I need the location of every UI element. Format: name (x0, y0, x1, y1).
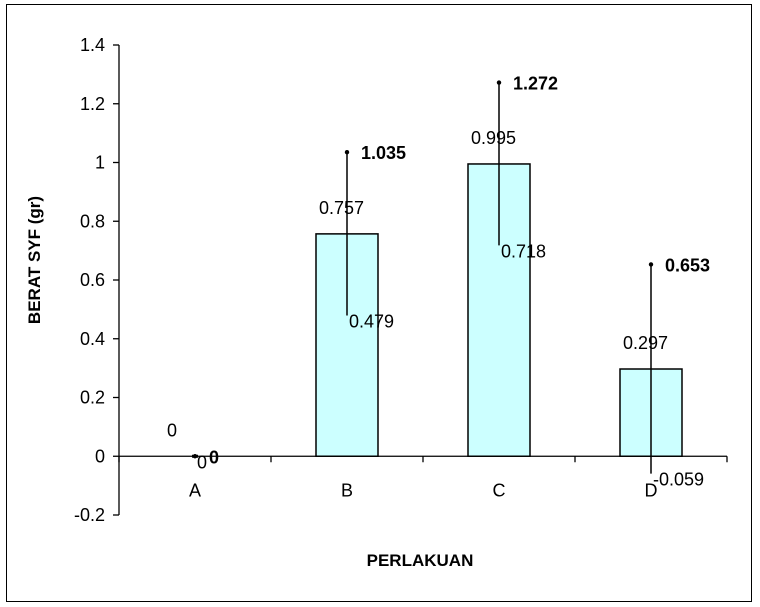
x-tick-label: D (645, 480, 658, 500)
bars (192, 163, 683, 458)
y-tick-label: 0.8 (80, 211, 105, 231)
y-tick-label: 0 (95, 446, 105, 466)
error-low-label: 0.479 (349, 312, 394, 332)
x-tick-label: C (493, 480, 506, 500)
y-tick-label: 1 (95, 153, 105, 173)
error-high-label: 1.035 (361, 143, 406, 163)
data-labels: 0000.7571.0350.4790.9951.2720.7180.2970.… (167, 74, 710, 490)
y-tick-label: 1.4 (80, 35, 105, 55)
error-high-label: 0 (209, 447, 219, 467)
value-label: 0.757 (319, 198, 364, 218)
y-tick-label: 0.6 (80, 270, 105, 290)
x-axis: A B C D (118, 455, 728, 500)
x-tick-label: B (341, 480, 353, 500)
value-label: 0.995 (471, 128, 516, 148)
y-axis: -0.2 0 0.2 0.4 0.6 0.8 1 1.2 1.4 (74, 35, 120, 525)
error-cap-high (496, 80, 502, 85)
error-high-label: 1.272 (513, 74, 558, 94)
error-low-label: -0.059 (653, 470, 704, 490)
chart-frame (6, 4, 752, 602)
y-tick-label: 0.2 (80, 388, 105, 408)
x-axis-title: PERLAKUAN (367, 551, 474, 570)
error-high-label: 0.653 (665, 255, 710, 275)
error-low-label: 0 (197, 452, 207, 472)
value-label: 0 (167, 420, 177, 440)
error-cap-high (344, 150, 350, 155)
error-low-label: 0.718 (501, 241, 546, 261)
y-tick-label: 1.2 (80, 94, 105, 114)
y-tick-label: 0.4 (80, 329, 105, 349)
y-tick-label: -0.2 (74, 505, 105, 525)
y-axis-title: BERAT SYF (gr) (25, 196, 44, 324)
value-label: 0.297 (623, 333, 668, 353)
error-cap-high (648, 262, 654, 267)
error-bars (192, 80, 654, 474)
x-tick-label: A (189, 480, 201, 500)
error-cap-high (192, 454, 198, 459)
